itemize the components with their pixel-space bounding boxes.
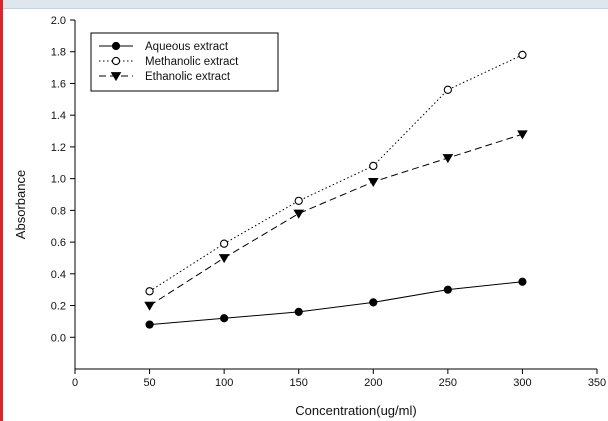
y-tick-label: 1.0 (51, 174, 66, 186)
x-axis-title: Concentration(ug/ml) (295, 403, 416, 418)
series-line-aqueous-extract (149, 281, 523, 326)
data-point-ethanolic-extract (442, 154, 454, 164)
data-point-methanolic-extract (294, 196, 303, 205)
legend: Aqueous extract Methanolic extract Ethanol… (90, 32, 279, 92)
series-aqueous-extract (145, 277, 527, 329)
window-left-accent-bar (0, 0, 3, 421)
axes: 0 50 100 150 200 250 300 350 0.0 0.2 0.4 0.6 0.8 1.0 1… (51, 15, 606, 389)
y-tick-label: 0.4 (51, 269, 66, 281)
y-tick-label: 0.0 (51, 332, 66, 344)
data-point-methanolic-extract (219, 239, 229, 248)
series-ethanolic-extract (144, 130, 528, 311)
data-point-aqueous-extract (518, 277, 527, 286)
y-tick-label: 1.8 (51, 47, 66, 59)
x-tick-label: 50 (143, 377, 155, 389)
data-point-methanolic-extract (369, 161, 378, 171)
data-point-aqueous-extract (369, 298, 378, 307)
x-tick-label: 100 (215, 377, 233, 389)
data-point-aqueous-extract (294, 307, 303, 316)
legend-label-aqueous-extract: Aqueous extract (145, 41, 229, 53)
legend-box (90, 32, 279, 92)
series-line-methanolic-extract (149, 54, 523, 292)
y-tick-label: 0.6 (51, 237, 66, 249)
y-tick-label: 1.6 (51, 78, 66, 90)
x-tick-label: 200 (364, 377, 382, 389)
data-point-ethanolic-extract (144, 301, 155, 311)
y-tick-label: 2.0 (51, 15, 66, 27)
legend-label-ethanolic-extract: Ethanolic extract (145, 71, 231, 83)
series-methanolic-extract (145, 50, 527, 296)
window-top-strip (0, 0, 608, 9)
data-point-methanolic-extract (145, 287, 154, 296)
x-tick-label: 250 (439, 377, 457, 389)
data-point-ethanolic-extract (517, 130, 528, 140)
y-axis-title: Absorbance (13, 170, 28, 239)
x-tick-label: 0 (72, 377, 78, 389)
data-point-ethanolic-extract (293, 209, 305, 219)
data-point-ethanolic-extract (367, 177, 379, 187)
y-tick-label: 1.2 (51, 142, 66, 154)
x-tick-label: 150 (290, 377, 308, 389)
legend-marker-methanolic-extract (111, 56, 121, 66)
data-point-aqueous-extract (443, 285, 452, 294)
data-point-methanolic-extract (443, 85, 453, 94)
data-point-methanolic-extract (518, 50, 527, 60)
y-tick-label: 1.4 (51, 110, 66, 122)
series-line-ethanolic-extract (149, 133, 523, 306)
data-point-aqueous-extract (220, 314, 229, 323)
data-point-aqueous-extract (145, 320, 154, 329)
legend-marker-ethanolic-extract (110, 72, 122, 82)
y-tick-label: 0.2 (51, 301, 66, 313)
x-tick-label: 300 (513, 377, 531, 389)
series-layer (144, 50, 528, 329)
y-tick-label: 0.8 (51, 205, 66, 217)
legend-label-methanolic-extract: Methanolic extract (145, 56, 239, 68)
data-point-ethanolic-extract (218, 254, 230, 264)
x-tick-label: 350 (588, 377, 606, 389)
legend-marker-aqueous-extract (111, 41, 121, 51)
